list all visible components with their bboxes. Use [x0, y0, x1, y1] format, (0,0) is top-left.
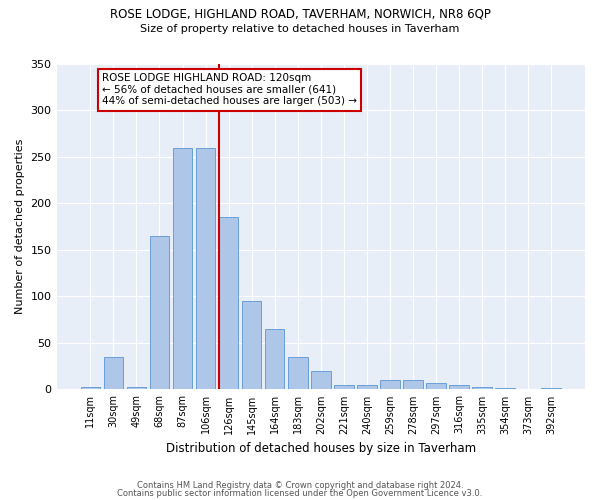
Bar [219, 218, 238, 390]
Bar [104, 357, 123, 390]
Bar [288, 357, 308, 390]
Text: Size of property relative to detached houses in Taverham: Size of property relative to detached ho… [140, 24, 460, 34]
Bar [426, 383, 446, 390]
Bar [472, 386, 492, 390]
Text: ROSE LODGE HIGHLAND ROAD: 120sqm
← 56% of detached houses are smaller (641)
44% : ROSE LODGE HIGHLAND ROAD: 120sqm ← 56% o… [102, 74, 357, 106]
Y-axis label: Number of detached properties: Number of detached properties [15, 139, 25, 314]
Bar [357, 385, 377, 390]
Bar [242, 301, 262, 390]
X-axis label: Distribution of detached houses by size in Taverham: Distribution of detached houses by size … [166, 442, 476, 455]
Bar [265, 329, 284, 390]
Bar [403, 380, 423, 390]
Text: Contains HM Land Registry data © Crown copyright and database right 2024.: Contains HM Land Registry data © Crown c… [137, 480, 463, 490]
Bar [449, 385, 469, 390]
Bar [127, 386, 146, 390]
Bar [541, 388, 561, 390]
Text: ROSE LODGE, HIGHLAND ROAD, TAVERHAM, NORWICH, NR8 6QP: ROSE LODGE, HIGHLAND ROAD, TAVERHAM, NOR… [110, 8, 490, 20]
Bar [496, 388, 515, 390]
Bar [196, 148, 215, 390]
Bar [173, 148, 193, 390]
Bar [334, 385, 353, 390]
Text: Contains public sector information licensed under the Open Government Licence v3: Contains public sector information licen… [118, 489, 482, 498]
Bar [380, 380, 400, 390]
Bar [149, 236, 169, 390]
Bar [80, 386, 100, 390]
Bar [311, 371, 331, 390]
